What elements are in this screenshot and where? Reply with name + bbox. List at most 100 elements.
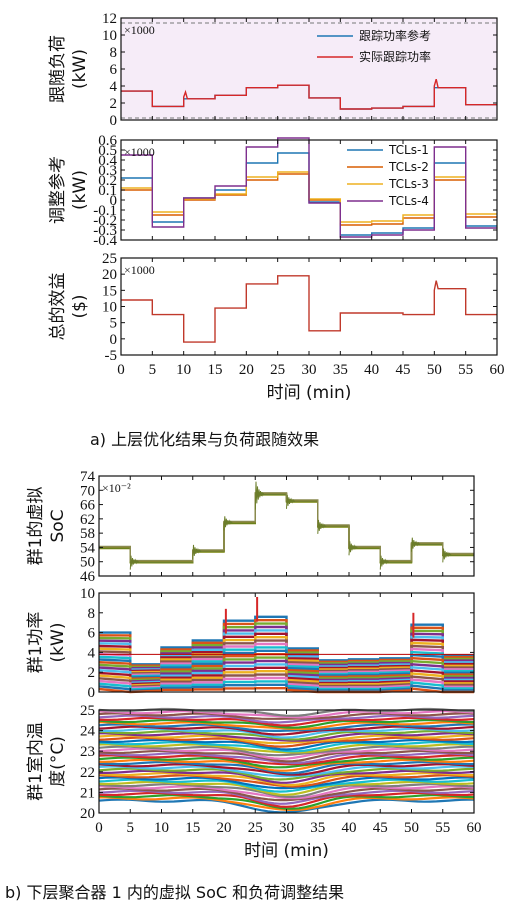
temp-trace [98,776,475,790]
y-tick-label: 20 [80,806,95,822]
y-tick-label: 70 [80,483,95,499]
x-tick-label: 10 [154,820,169,836]
series-实际跟踪功率 [121,79,497,110]
soc-oscillation [411,537,421,552]
soc-oscillation [286,494,296,509]
legend-label: 跟踪功率参考 [359,28,431,43]
y-tick-label: 2 [110,96,118,112]
y-tick-label: 10 [80,586,95,602]
temp-trace [98,745,474,757]
y-tick-label: 0 [110,193,118,209]
y-tick-label: 66 [80,498,96,514]
y-axis-label: SoC [48,509,68,542]
x-tick-label: 0 [117,362,125,378]
y-tick-label: 6 [110,62,118,78]
legend-label: TCLs-1 [388,143,429,157]
x-tick-label: 45 [396,362,411,378]
temp-trace [98,774,475,788]
y-tick-label: 74 [80,469,96,485]
y-tick-label: 0.1 [98,183,117,199]
y-axis-label: 度(°C) [48,736,68,787]
chart-power: 0 2 4 6 8 10 群1功率 (kW) [26,586,475,701]
x-tick-label: 50 [427,362,442,378]
x-tick-label: 50 [404,820,419,836]
temp-trace [98,785,475,800]
y-tick-label: 6 [88,626,96,642]
y-tick-label: 58 [80,526,95,542]
y-axis-label: 调整参考 [48,156,68,224]
x-tick-label: 40 [364,362,379,378]
soc-oscillation [129,555,139,570]
x-tick-label: 35 [310,820,325,836]
y-tick-label: 0 [110,113,118,129]
temp-trace [98,772,474,787]
y-tick-label: 0.6 [98,133,117,149]
y-tick-label: 62 [80,512,95,528]
y-tick-label: 12 [102,11,117,27]
y-axis-label: (kW) [70,49,90,89]
y-tick-label: 10 [102,28,117,44]
axis-multiplier: ×1000 [124,263,155,277]
x-tick-label: 25 [270,362,285,378]
y-tick-label: 0 [88,685,96,701]
y-tick-label: 15 [102,283,117,299]
temp-trace [98,752,475,765]
y-tick-label: 0.2 [98,173,117,189]
x-tick-label: 60 [467,820,482,836]
axis-multiplier: ×10⁻² [102,481,131,495]
soc-oscillation [379,555,389,570]
y-tick-label: 0 [110,332,118,348]
chart-adjust: -0.4-0.3-0.2-0.100.10.20.30.40.50.6 ×1000… [48,133,498,249]
soc-trace [99,492,474,562]
axis-multiplier: ×1000 [124,23,155,37]
axis-multiplier: ×1000 [124,145,155,159]
x-tick-label: 40 [342,820,357,836]
temp-trace [98,743,475,754]
legend-label: TCLs-4 [388,194,429,208]
y-tick-label: -0.4 [93,233,117,249]
y-axis-label: 总的效益 [48,273,68,341]
y-tick-label: -0.3 [93,223,117,239]
y-tick-label: 22 [80,765,95,781]
y-tick-label: 21 [80,785,95,801]
x-tick-label: 20 [217,820,232,836]
x-tick-label: 25 [248,820,263,836]
y-tick-label: 25 [102,251,117,267]
y-tick-label: 0.4 [98,153,117,169]
temp-trace [98,763,475,776]
y-tick-label: 4 [88,645,96,661]
temp-trace [98,765,475,778]
legend-label: TCLs-3 [388,177,429,191]
y-tick-label: 4 [110,79,118,95]
y-tick-label: 54 [80,540,96,556]
x-tick-label: 30 [279,820,294,836]
temp-trace [98,756,475,769]
caption-a: a) 上层优化结果与负荷跟随效果 [90,430,319,449]
y-axis-label: ($) [70,294,90,318]
temp-trace [98,723,475,732]
temp-trace [98,738,475,751]
y-tick-label: 8 [88,606,96,622]
legend-label: TCLs-2 [388,160,429,174]
soc-oscillation [192,544,202,559]
x-tick-label: 55 [435,820,450,836]
temp-trace [98,760,475,775]
temp-trace [98,749,475,763]
y-tick-label: 2 [88,665,96,681]
x-axis-label: 时间 (min) [267,383,352,403]
x-tick-label: 20 [239,362,254,378]
soc-oscillation [348,541,358,556]
temp-trace [98,794,475,810]
chart-temp: 20 21 22 23 24 25 0 5 10 15 20 25 30 35 40 45 50 55 60 时间 (… [26,703,482,861]
x-tick-label: 45 [373,820,388,836]
temp-trace [98,712,475,720]
y-tick-label: 10 [102,300,117,316]
y-tick-label: 24 [80,724,96,740]
series-benefit [121,275,497,343]
caption-b: b) 下层聚合器 1 内的虚拟 SoC 和负荷调整结果 [5,883,344,902]
x-tick-label: 5 [127,820,135,836]
